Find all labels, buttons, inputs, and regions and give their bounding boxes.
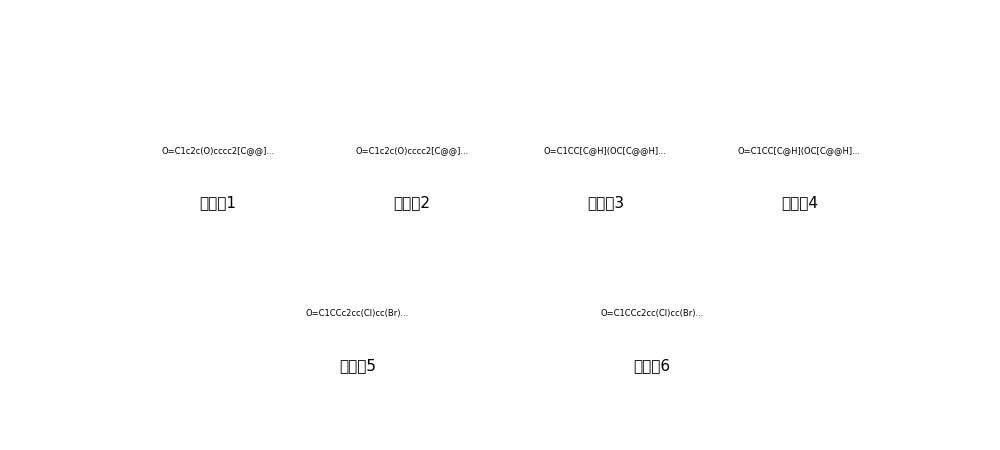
Text: 化合物5: 化合物5 xyxy=(339,358,376,374)
Text: O=C1CCc2cc(Cl)cc(Br)...: O=C1CCc2cc(Cl)cc(Br)... xyxy=(600,310,704,319)
Text: O=C1CCc2cc(Cl)cc(Br)...: O=C1CCc2cc(Cl)cc(Br)... xyxy=(306,310,409,319)
Text: 化合物2: 化合物2 xyxy=(393,195,430,211)
Text: O=C1CC[C@H](OC[C@@H]...: O=C1CC[C@H](OC[C@@H]... xyxy=(544,147,667,156)
Text: 化合物4: 化合物4 xyxy=(781,195,818,211)
Text: 化合物6: 化合物6 xyxy=(633,358,671,374)
Text: 化合物3: 化合物3 xyxy=(587,195,624,211)
Text: O=C1c2c(O)cccc2[C@@]...: O=C1c2c(O)cccc2[C@@]... xyxy=(161,147,275,156)
Text: O=C1c2c(O)cccc2[C@@]...: O=C1c2c(O)cccc2[C@@]... xyxy=(355,147,468,156)
Text: 化合物1: 化合物1 xyxy=(200,195,237,211)
Text: O=C1CC[C@H](OC[C@@H]...: O=C1CC[C@H](OC[C@@H]... xyxy=(738,147,861,156)
